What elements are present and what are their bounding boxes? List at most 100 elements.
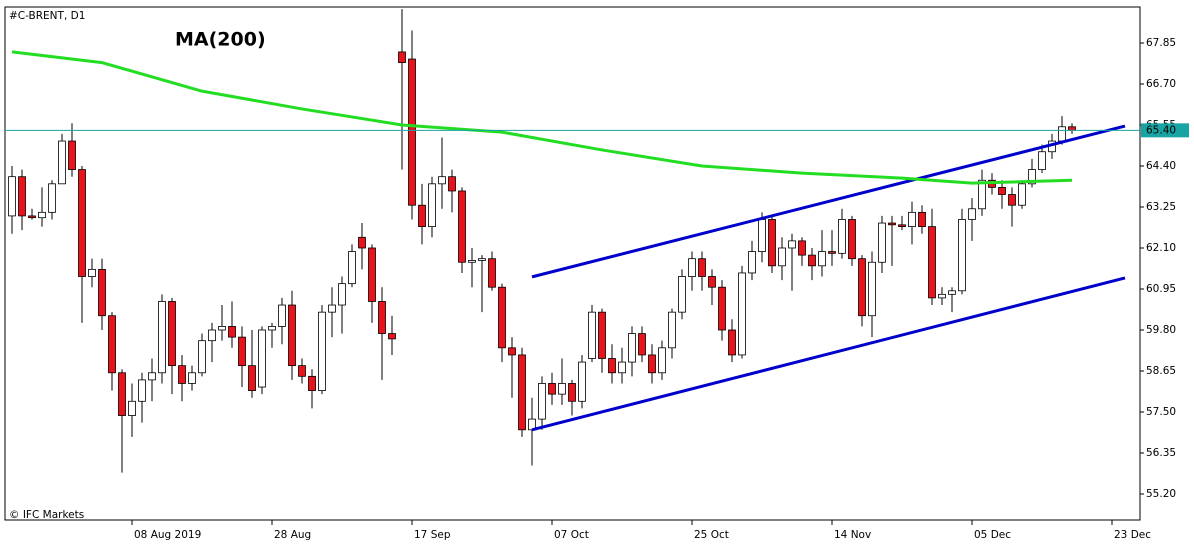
y-tick-label: 55.20 [1146,488,1176,500]
chart-title: #C-BRENT, D1 [9,10,85,22]
candle-body [708,276,716,288]
candle-body [568,383,576,402]
candle-body [288,304,296,367]
candle-body [48,183,56,213]
x-tick-label: 23 Dec [1114,529,1151,541]
candle-body [448,176,456,192]
candle-body [308,375,316,391]
candle-body [28,215,36,219]
candle-body [498,286,506,349]
candle-body [148,372,156,381]
candle-body [658,347,666,374]
candle-body [758,219,766,252]
candle-body [868,261,876,317]
y-tick-label: 57.50 [1146,406,1176,418]
candle-body [1008,194,1016,206]
x-tick-label: 25 Oct [694,529,729,541]
candle-body [248,365,256,391]
candle-body [918,211,926,228]
candle-body [318,311,326,391]
candle-body [328,304,336,313]
candle-body [208,329,216,342]
candle-body [1058,126,1066,142]
candle-body [688,258,696,277]
candle-body [728,329,736,356]
candle-body [368,247,376,302]
candle-body [778,247,786,267]
candle-body [828,251,836,254]
candle-body [818,251,826,267]
candle-body [58,140,66,185]
candle-body [968,208,976,220]
candle-body [188,372,196,384]
candle-body [888,222,896,226]
candle-body [548,383,556,395]
candle-body [458,190,466,263]
ma-line [11,50,1073,185]
x-tick-label: 28 Aug [274,529,311,541]
candle-body [1038,151,1046,170]
candle-body [948,290,956,295]
y-tick-label: 58.65 [1146,365,1176,377]
candle-body [258,329,266,388]
candle-body [928,226,936,299]
candle-body [158,301,166,374]
trend-line [531,124,1126,279]
candle-body [38,211,46,219]
candle-body [358,236,366,249]
candle-body [278,304,286,327]
candle-body [558,383,566,395]
candle-body [628,333,636,363]
legend-label: MA(200) [175,29,266,51]
candle-body [428,183,436,228]
candle-body [508,347,516,356]
candle-body [128,400,136,416]
y-tick-label: 59.80 [1146,324,1176,336]
candle-body [138,379,146,402]
candle-body [808,254,816,267]
candle-body [488,258,496,288]
candle-body [338,283,346,306]
candle-body [408,58,416,206]
candle-body [938,293,946,299]
candle-body [838,219,846,254]
candle-body [198,340,206,374]
x-tick-label: 08 Aug 2019 [134,529,201,541]
plot-frame [4,6,1141,521]
trend-line [531,276,1126,432]
candle-body [998,186,1006,195]
candle-body [958,219,966,292]
watermark: © IFC Markets [9,509,84,521]
candle-body [18,176,26,217]
candle-body [348,251,356,285]
candle-body [668,311,676,349]
candle-body [228,326,236,338]
y-tick-label: 62.10 [1146,242,1176,254]
y-tick-label: 56.35 [1146,447,1176,459]
candle-body [378,301,386,334]
candle-body [588,311,596,359]
candle-body [418,204,426,228]
candle-body [518,354,526,431]
candle-body [748,251,756,274]
candle-body [478,258,486,261]
candle-body [88,268,96,277]
candle-body [738,272,746,356]
y-tick-label: 66.70 [1146,78,1176,90]
candle-body [678,276,686,313]
candle-body [398,51,406,64]
candle-body [118,372,126,416]
candle-body [1028,169,1036,185]
candle-body [178,365,186,384]
candle-body [98,268,106,317]
candle-body [598,311,606,359]
last-price-box [1141,123,1189,138]
x-tick-label: 05 Dec [974,529,1011,541]
candle-body [638,333,646,356]
candle-body [768,219,776,267]
candle-body [438,176,446,185]
candle-body [858,258,866,317]
candle-body [108,315,116,374]
x-tick-label: 14 Nov [834,529,871,541]
candle-body [718,286,726,331]
